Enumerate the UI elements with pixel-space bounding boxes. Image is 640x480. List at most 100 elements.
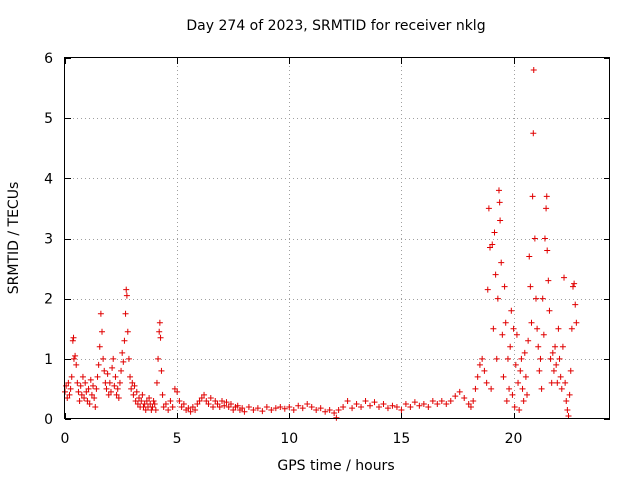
data-point (518, 355, 525, 362)
data-point (530, 67, 537, 74)
data-point (488, 385, 495, 392)
data-point (85, 385, 92, 392)
data-point (569, 283, 576, 290)
data-point (384, 405, 391, 412)
data-point (272, 405, 279, 412)
data-point (340, 403, 347, 410)
data-point (254, 405, 261, 412)
data-point (77, 382, 84, 389)
data-point (467, 403, 474, 410)
data-point (122, 310, 129, 317)
tick-labels: 0 5 10 15 20 0 1 2 3 4 5 6 (44, 51, 522, 447)
data-point (564, 406, 571, 413)
data-point (153, 379, 160, 386)
data-point (171, 385, 178, 392)
data-point (210, 403, 217, 410)
data-point (90, 382, 97, 389)
data-point (512, 361, 519, 368)
data-point (121, 337, 128, 344)
data-point (362, 397, 369, 404)
data-point (139, 391, 146, 398)
data-point (496, 199, 503, 206)
data-point (99, 328, 106, 335)
data-point (129, 379, 136, 386)
data-point (371, 399, 378, 406)
data-point (573, 319, 580, 326)
data-point (123, 286, 130, 293)
data-point (541, 235, 548, 242)
data-point (116, 379, 123, 386)
data-point (131, 382, 138, 389)
data-point (68, 373, 75, 380)
data-point (398, 406, 405, 413)
data-point (73, 361, 80, 368)
data-point (100, 355, 107, 362)
data-point (562, 379, 569, 386)
data-point (499, 331, 506, 338)
y-tick-label: 4 (44, 171, 53, 187)
data-point (506, 385, 513, 392)
data-point (380, 400, 387, 407)
data-point (83, 388, 90, 395)
data-point (130, 391, 137, 398)
data-point (549, 349, 556, 356)
data-point (225, 403, 232, 410)
data-point (568, 325, 575, 332)
data-point (492, 271, 499, 278)
data-point (487, 244, 494, 251)
data-point (70, 334, 77, 341)
data-point (156, 328, 163, 335)
data-point (529, 193, 536, 200)
data-point (107, 388, 114, 395)
data-point (212, 397, 219, 404)
data-point (521, 349, 528, 356)
data-point (263, 403, 270, 410)
data-point (84, 397, 91, 404)
x-axis-label: GPS time / hours (277, 458, 394, 474)
data-point (510, 325, 517, 332)
data-point (230, 406, 237, 413)
data-point (420, 400, 427, 407)
data-point (526, 253, 533, 260)
data-point (245, 403, 252, 410)
data-point (393, 403, 400, 410)
data-point (76, 397, 83, 404)
data-point (530, 130, 537, 137)
data-point (485, 205, 492, 212)
data-point (180, 400, 187, 407)
x-tick-label: 5 (173, 431, 182, 447)
data-point (299, 405, 306, 412)
data-point (160, 403, 167, 410)
data-point (536, 367, 543, 374)
data-point (118, 367, 125, 374)
data-point (508, 307, 515, 314)
data-point (483, 379, 490, 386)
data-point (490, 325, 497, 332)
data-point (543, 193, 550, 200)
data-point (241, 408, 248, 415)
data-point (344, 397, 351, 404)
data-point (196, 397, 203, 404)
data-point (497, 217, 504, 224)
data-point (227, 400, 234, 407)
data-point (416, 402, 423, 409)
data-point (124, 328, 131, 335)
data-point (519, 385, 526, 392)
data-point (143, 397, 150, 404)
data-point (515, 379, 522, 386)
data-point (234, 402, 241, 409)
data-point (491, 229, 498, 236)
data-point (156, 319, 163, 326)
data-point (79, 373, 86, 380)
data-point (498, 259, 505, 266)
data-point (198, 394, 205, 401)
data-point (86, 400, 93, 407)
data-point (81, 394, 88, 401)
data-point (127, 373, 134, 380)
data-point (106, 379, 113, 386)
data-point (216, 403, 223, 410)
data-point (555, 325, 562, 332)
data-point (495, 187, 502, 194)
data-point (552, 343, 559, 350)
data-point (349, 405, 356, 412)
